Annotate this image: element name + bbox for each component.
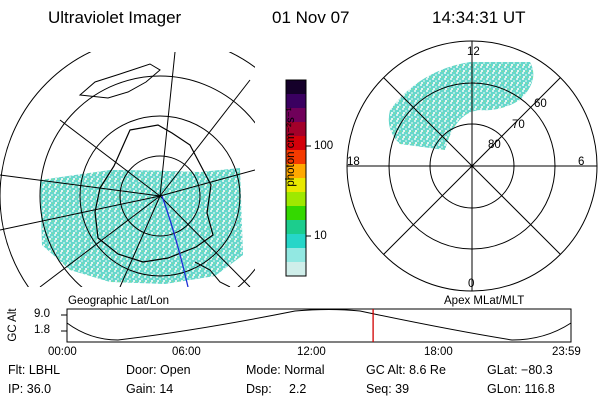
- aurora-oval-geographic: [40, 168, 243, 284]
- colorbar-step: [286, 234, 306, 249]
- mlt-label-0: 0: [468, 278, 475, 290]
- glon-readout: GLon: 116.8: [487, 382, 555, 396]
- mlat-label-60: 60: [534, 98, 547, 110]
- header-date: 01 Nov 07: [272, 8, 350, 27]
- colorbar-step: [286, 220, 306, 235]
- filter-readout: Flt: LBHL: [8, 363, 61, 377]
- aurora-oval-magnetic: [388, 62, 534, 150]
- mode-readout: Mode: Normal: [246, 363, 325, 377]
- timeline-xtick-1800: 18:00: [424, 346, 453, 358]
- altitude-curve: [66, 309, 572, 341]
- colorbar-step: [286, 80, 306, 95]
- left-map-caption: Geographic Lat/Lon: [68, 295, 170, 307]
- dsp-value: 2.2: [289, 382, 307, 396]
- colorbar-step: [286, 122, 306, 137]
- ip-readout: IP: 36.0: [8, 382, 52, 396]
- colorbar-step: [286, 206, 306, 221]
- geographic-map: [0, 52, 255, 287]
- gc-altitude-timeline: [61, 308, 572, 343]
- magnetic-map: [346, 40, 598, 292]
- colorbar-step: [286, 164, 306, 179]
- timeline-ytick-9: 9.0: [34, 308, 50, 320]
- colorbar: [285, 79, 311, 277]
- colorbar-step: [286, 262, 306, 277]
- timeline-ytick-1.8: 1.8: [34, 324, 50, 336]
- colorbar-tick-10: 10: [314, 230, 327, 242]
- mlat-label-70: 70: [512, 119, 525, 131]
- colorbar-step: [286, 178, 306, 193]
- mlt-label-6: 6: [578, 156, 585, 168]
- header-time: 14:34:31 UT: [432, 8, 526, 27]
- instrument-title: Ultraviolet Imager: [48, 8, 182, 27]
- colorbar-step: [286, 108, 306, 123]
- gc-alt-readout: GC Alt: 8.6 Re: [366, 363, 446, 377]
- mlt-label-12: 12: [467, 46, 480, 58]
- timeline-xtick-1200: 12:00: [297, 346, 326, 358]
- mlat-label-80: 80: [488, 139, 501, 151]
- mlt-label-18: 18: [347, 156, 360, 168]
- timeline-xtick-2359: 23:59: [552, 346, 581, 358]
- colorbar-step: [286, 94, 306, 109]
- colorbar-unit-label: photon cm⁻²s⁻¹: [285, 107, 297, 187]
- seq-readout: Seq: 39: [366, 382, 410, 396]
- colorbar-step: [286, 150, 306, 165]
- door-readout: Door: Open: [126, 363, 191, 377]
- timeline-xtick-0000: 00:00: [48, 346, 77, 358]
- colorbar-step: [286, 136, 306, 151]
- colorbar-tick-100: 100: [314, 140, 334, 152]
- timeline-xtick-0600: 06:00: [172, 346, 201, 358]
- colorbar-step: [286, 192, 306, 207]
- timeline-ylabel: GC Alt: [7, 308, 19, 342]
- dsp-label: Dsp:: [246, 382, 272, 396]
- gain-readout: Gain: 14: [126, 382, 174, 396]
- glat-readout: GLat: −80.3: [487, 363, 553, 377]
- colorbar-step: [286, 248, 306, 263]
- right-map-caption: Apex MLat/MLT: [444, 295, 525, 307]
